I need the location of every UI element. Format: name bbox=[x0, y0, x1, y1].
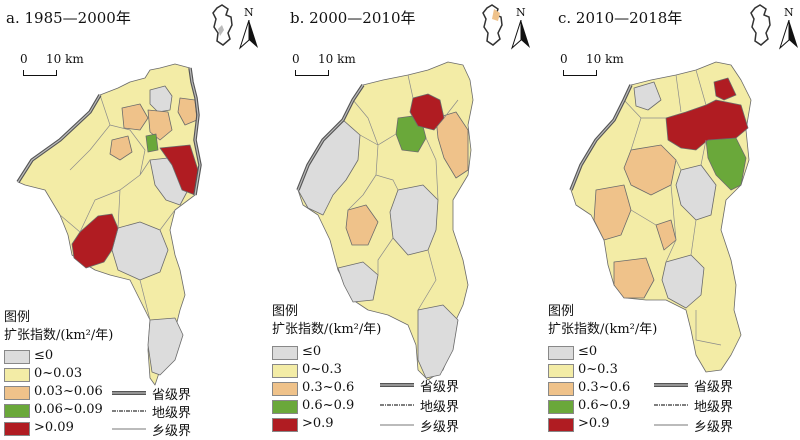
scale-zero-label: 0 bbox=[292, 52, 300, 66]
north-label: N bbox=[784, 6, 794, 19]
legend-subtitle: 扩张指数/(km²/年) bbox=[272, 322, 382, 337]
north-arrow-icon: N bbox=[778, 6, 800, 50]
map-panel-a: a. 1985—2000年 N 0 10 km bbox=[0, 0, 266, 440]
map-panel-c: c. 2010—2018年 N 0 10 km bbox=[536, 0, 800, 440]
legend-subtitle: 扩张指数/(km²/年) bbox=[4, 328, 114, 343]
county-map bbox=[16, 63, 202, 386]
locator-inset-icon bbox=[212, 4, 233, 46]
county-map bbox=[296, 61, 474, 381]
panel-title: a. 1985—2000年 bbox=[6, 9, 131, 27]
scale-zero-label: 0 bbox=[20, 52, 28, 66]
north-label: N bbox=[244, 6, 254, 19]
panel-title: b. 2000—2010年 bbox=[290, 9, 416, 27]
legend-title: 图例 bbox=[272, 304, 299, 319]
map-panel-b: b. 2000—2010年 N 0 10 km bbox=[268, 0, 534, 440]
locator-inset-icon bbox=[750, 4, 771, 46]
legend-subtitle: 扩张指数/(km²/年) bbox=[548, 322, 658, 337]
county-map bbox=[569, 61, 752, 373]
north-arrow-icon: N bbox=[510, 6, 532, 50]
scale-ten-label: 10 km bbox=[318, 52, 356, 66]
scale-ten-label: 10 km bbox=[46, 52, 84, 66]
north-label: N bbox=[516, 6, 526, 19]
scale-bar: 0 10 km bbox=[558, 52, 648, 78]
legend-title: 图例 bbox=[4, 310, 31, 325]
scale-bar: 0 10 km bbox=[18, 52, 108, 78]
north-arrow-icon: N bbox=[238, 6, 260, 50]
scale-bar: 0 10 km bbox=[290, 52, 380, 78]
scale-zero-label: 0 bbox=[560, 52, 568, 66]
scale-ten-label: 10 km bbox=[586, 52, 624, 66]
panel-title: c. 2010—2018年 bbox=[558, 9, 683, 27]
legend-title: 图例 bbox=[548, 304, 575, 319]
locator-inset-icon bbox=[482, 4, 503, 46]
